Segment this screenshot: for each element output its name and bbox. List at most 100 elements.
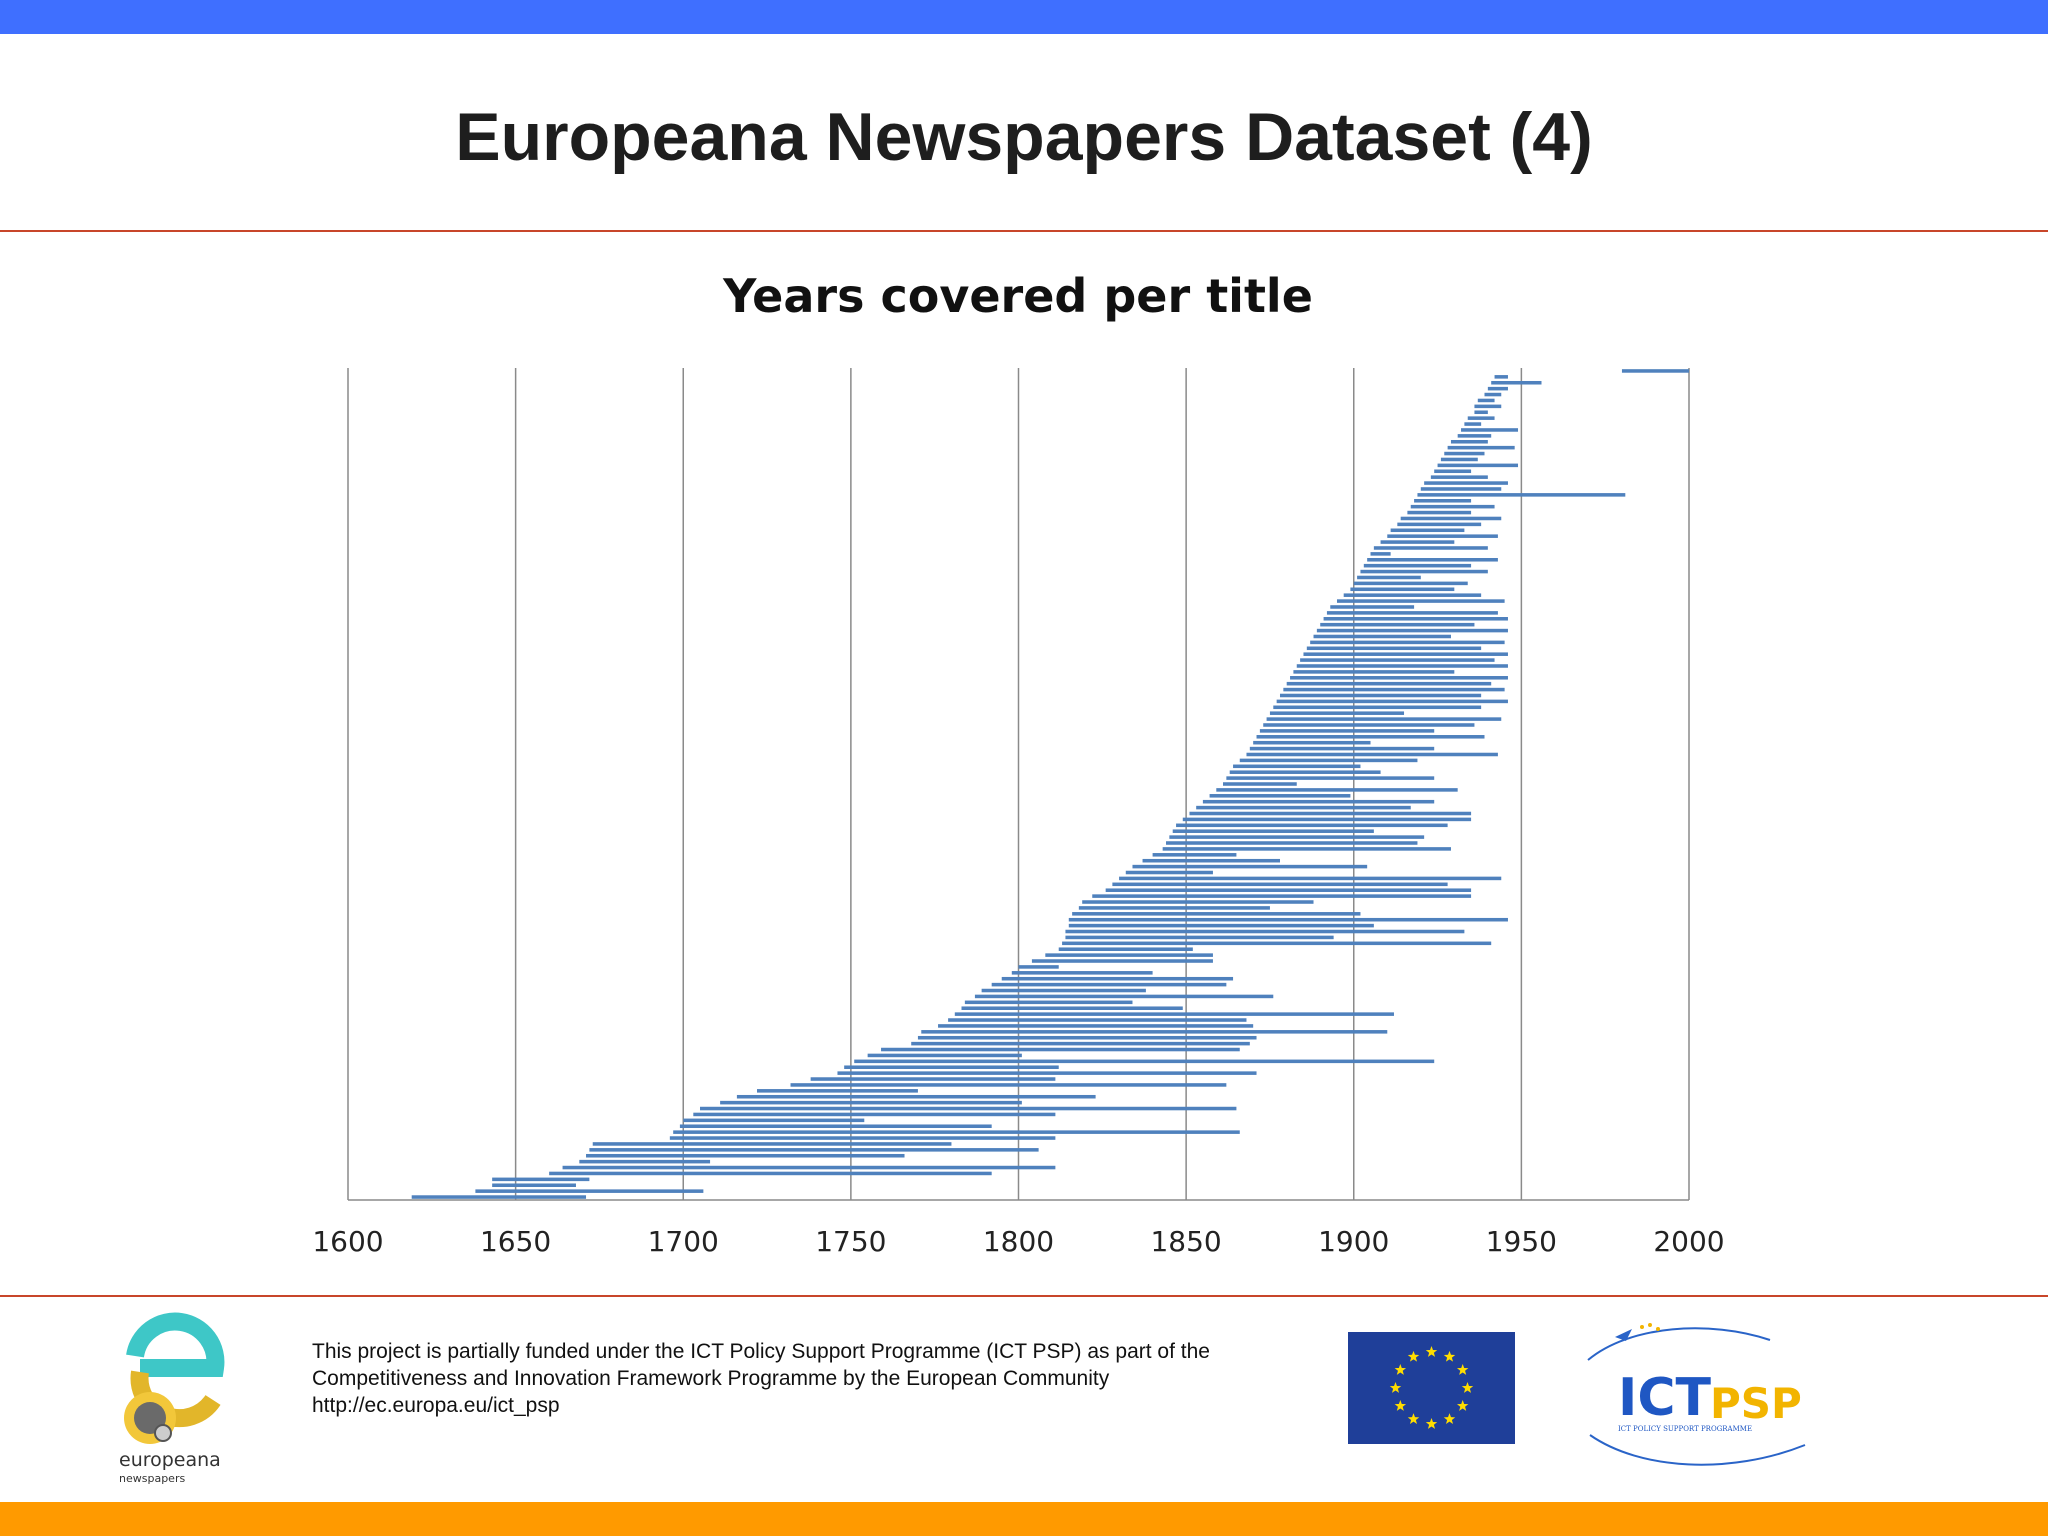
coverage-bar	[492, 1177, 590, 1182]
eu-star-icon	[1456, 1400, 1469, 1411]
coverage-bar	[1434, 469, 1472, 474]
coverage-bar	[1202, 799, 1435, 804]
svg-text:newspapers: newspapers	[119, 1472, 185, 1485]
coverage-bar	[1253, 740, 1371, 745]
coverage-bar	[1303, 652, 1508, 656]
coverage-bar	[1152, 853, 1237, 857]
coverage-bar	[1491, 380, 1542, 385]
chart: Years covered per title 1600 1650 1700 1750…	[312, 269, 1724, 1258]
coverage-bar	[1323, 617, 1508, 621]
bottom-accent-bar	[0, 1502, 2048, 1536]
coverage-bar	[1300, 658, 1495, 662]
coverage-bar	[683, 1118, 865, 1123]
coverage-bar	[1279, 693, 1482, 698]
coverage-bar	[1162, 847, 1451, 851]
coverage-bar	[411, 1195, 587, 1199]
coverage-bar	[1487, 386, 1508, 391]
coverage-bar	[673, 1130, 1240, 1134]
eu-star-icon	[1425, 1418, 1438, 1429]
coverage-bar	[1420, 487, 1502, 491]
eu-star-icon	[1407, 1413, 1420, 1425]
top-accent-bar	[0, 0, 2048, 34]
coverage-bar	[1380, 540, 1455, 544]
x-tick-label: 1700	[648, 1225, 719, 1258]
coverage-bar	[1226, 776, 1435, 780]
coverage-bar	[917, 1035, 1257, 1040]
slide-title: Europeana Newspapers Dataset (4)	[455, 99, 1593, 175]
coverage-bar	[790, 1083, 1227, 1087]
coverage-bar	[1437, 463, 1519, 468]
coverage-bar	[1223, 782, 1297, 786]
footer-divider	[0, 1295, 2048, 1297]
coverage-bar	[1068, 917, 1508, 922]
funding-notice-line: Competitiveness and Innovation Framework…	[312, 1367, 1110, 1390]
coverage-bar	[1142, 858, 1280, 863]
coverage-bar	[1065, 935, 1334, 940]
coverage-bar	[720, 1100, 1022, 1105]
eu-star-icon	[1394, 1364, 1407, 1375]
coverage-bar	[1246, 752, 1498, 757]
coverage-bar	[1065, 929, 1465, 934]
x-tick-label: 1650	[480, 1225, 551, 1258]
coverage-bar	[954, 1012, 1394, 1016]
coverage-bar	[700, 1106, 1237, 1111]
coverage-bar	[1256, 735, 1485, 739]
coverage-bar	[1196, 805, 1411, 810]
coverage-bar	[1306, 646, 1482, 651]
x-tick-label: 1900	[1318, 1225, 1389, 1258]
coverage-bar	[854, 1059, 1435, 1064]
coverage-bar	[1166, 841, 1418, 845]
coverage-bar	[1031, 959, 1213, 963]
x-tick-label: 1750	[815, 1225, 886, 1258]
coverage-bar	[974, 994, 1274, 999]
funding-notice-line[interactable]: http://ec.europa.eu/ict_psp	[312, 1394, 560, 1417]
coverage-bar	[1457, 434, 1492, 438]
coverage-bar	[1367, 558, 1498, 562]
coverage-bar	[1266, 717, 1502, 721]
coverage-bar	[1400, 516, 1502, 521]
coverage-bar	[844, 1065, 1059, 1070]
svg-text:ICT POLICY SUPPORT PROGRAMME: ICT POLICY SUPPORT PROGRAMME	[1618, 1425, 1752, 1433]
coverage-bar	[1370, 552, 1391, 556]
coverage-bar	[1313, 634, 1451, 639]
coverage-bar	[1390, 528, 1465, 533]
eu-star-icon	[1461, 1382, 1474, 1393]
coverage-bar	[1229, 770, 1381, 774]
coverage-bar	[1417, 493, 1626, 497]
header-divider	[0, 230, 2048, 232]
coverage-bar	[1444, 451, 1485, 456]
eu-star-icon	[1425, 1346, 1438, 1357]
eu-star-icon	[1456, 1364, 1469, 1375]
coverage-bar	[1320, 622, 1475, 627]
coverage-bar	[757, 1089, 918, 1093]
coverage-bar	[1326, 611, 1498, 615]
coverage-bar	[1293, 670, 1455, 674]
coverage-bar	[1450, 439, 1488, 444]
x-tick-label: 2000	[1653, 1225, 1724, 1258]
coverage-bar	[867, 1053, 1022, 1058]
coverage-bar	[1263, 723, 1475, 727]
coverage-bar	[1239, 758, 1418, 763]
coverage-bar	[1018, 965, 1059, 969]
coverage-bar	[1464, 422, 1482, 426]
eu-star-icon	[1389, 1382, 1402, 1393]
coverage-bar	[1209, 794, 1351, 798]
coverage-bar	[1189, 811, 1472, 816]
coverage-bar	[736, 1094, 1096, 1099]
coverage-bar	[1357, 575, 1421, 580]
coverage-bar	[1273, 705, 1482, 710]
gridlines	[347, 368, 1690, 1201]
coverage-bar	[579, 1159, 711, 1164]
coverage-bar	[1259, 729, 1435, 733]
coverage-bar	[1353, 581, 1468, 586]
coverage-bar	[948, 1018, 1247, 1022]
coverage-bar	[1105, 888, 1472, 892]
coverage-bar	[991, 982, 1227, 987]
coverage-bar	[1132, 864, 1368, 869]
coverage-bar	[1310, 640, 1505, 645]
x-tick-label: 1600	[312, 1225, 383, 1258]
coverage-bar	[1430, 475, 1488, 479]
coverage-bar	[1045, 953, 1213, 957]
coverage-bar	[1182, 817, 1472, 822]
coverage-bar	[592, 1142, 952, 1146]
